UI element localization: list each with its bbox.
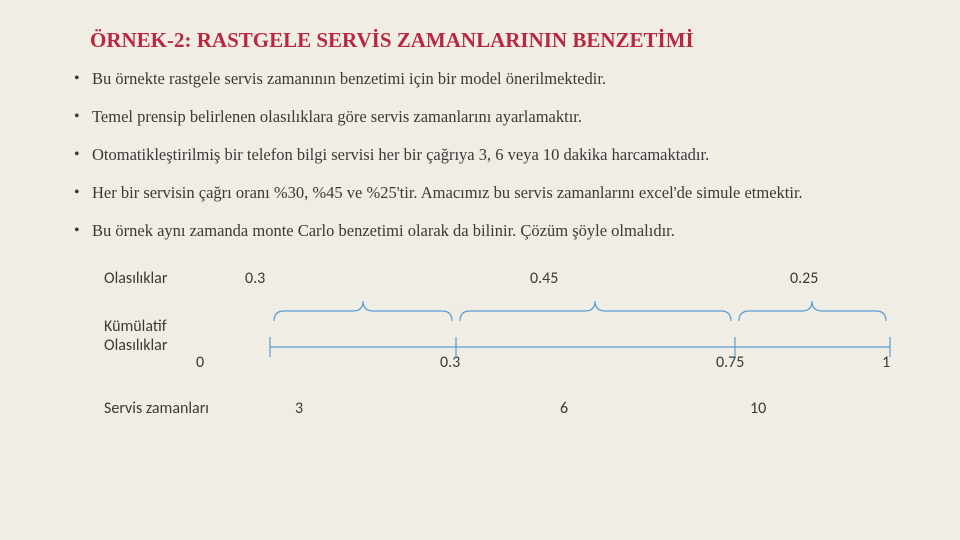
bullet-item: Temel prensip belirlenen olasılıklara gö… — [74, 105, 890, 129]
page-title: ÖRNEK-2: RASTGELE SERVİS ZAMANLARININ BE… — [90, 28, 890, 53]
bracket — [460, 301, 731, 321]
bracket — [274, 301, 452, 321]
bullet-list: Bu örnekte rastgele servis zamanının ben… — [70, 67, 890, 243]
bracket — [739, 301, 886, 321]
probability-diagram: Olasılıklar Kümülatif Olasılıklar Servis… — [70, 261, 890, 441]
bullet-item: Bu örnekte rastgele servis zamanının ben… — [74, 67, 890, 91]
bullet-item: Bu örnek aynı zamanda monte Carlo benzet… — [74, 219, 890, 243]
bullet-item: Her bir servisin çağrı oranı %30, %45 ve… — [74, 181, 890, 205]
bullet-item: Otomatikleştirilmiş bir telefon bilgi se… — [74, 143, 890, 167]
diagram-svg — [70, 261, 910, 441]
